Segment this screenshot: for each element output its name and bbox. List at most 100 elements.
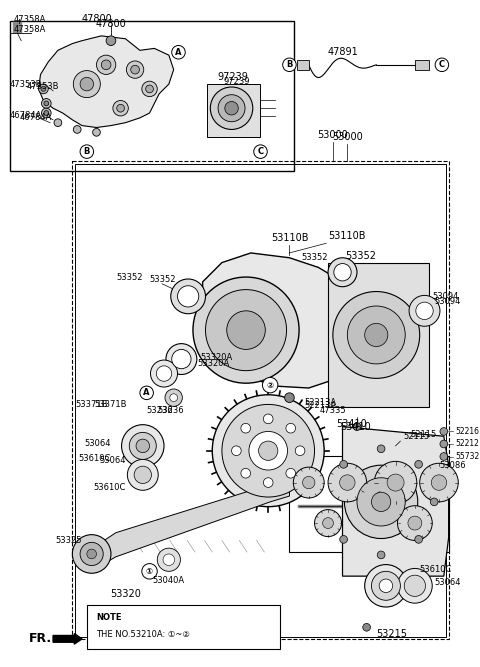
Bar [10,21,294,171]
Circle shape [353,423,361,430]
Text: 53371B: 53371B [95,400,127,409]
Text: 53325: 53325 [56,536,82,545]
Text: 53236: 53236 [146,406,172,415]
Circle shape [408,516,422,530]
Circle shape [131,65,139,74]
Circle shape [41,108,51,118]
Bar [415,60,429,69]
Circle shape [363,624,371,631]
Circle shape [231,446,241,456]
Text: 52213A: 52213A [304,398,336,407]
Circle shape [72,535,111,573]
Text: 53236: 53236 [157,406,184,415]
Circle shape [440,453,448,460]
Circle shape [293,467,324,498]
Circle shape [44,101,49,106]
Text: 53320: 53320 [110,588,141,598]
Circle shape [340,536,348,543]
Circle shape [340,475,355,490]
Circle shape [170,394,178,402]
Circle shape [218,95,245,121]
Circle shape [126,61,144,78]
Text: B: B [84,147,90,156]
Circle shape [377,445,385,453]
Text: 46784A: 46784A [10,111,42,121]
Text: 52213A: 52213A [304,401,336,410]
Circle shape [172,45,185,59]
Text: 47358A: 47358A [13,25,46,34]
Circle shape [285,393,294,402]
Circle shape [172,350,191,369]
Circle shape [136,439,150,453]
Circle shape [227,311,265,350]
Text: 53064: 53064 [434,578,461,588]
Circle shape [193,277,299,383]
Circle shape [113,101,128,116]
Text: 53094: 53094 [434,297,460,305]
Circle shape [334,263,351,281]
Circle shape [212,395,324,507]
Circle shape [142,564,157,579]
Circle shape [178,285,199,307]
Circle shape [80,145,94,158]
Text: 53000: 53000 [317,130,348,140]
Text: 53215: 53215 [376,629,407,639]
Circle shape [101,60,111,69]
Circle shape [397,568,432,603]
Bar [207,84,261,137]
Text: C: C [257,147,264,156]
Circle shape [283,58,296,71]
Circle shape [146,85,154,93]
Circle shape [127,460,158,490]
Circle shape [430,498,438,506]
Circle shape [387,474,404,491]
Circle shape [435,58,449,71]
Circle shape [156,366,172,382]
Circle shape [348,306,405,364]
Text: 53410: 53410 [336,419,367,429]
Circle shape [142,81,157,97]
Text: 53320A: 53320A [201,353,233,362]
Text: 47800: 47800 [96,19,126,29]
Circle shape [41,87,46,91]
Circle shape [372,572,400,600]
FancyArrow shape [53,634,82,644]
Circle shape [225,101,238,115]
Polygon shape [85,482,289,564]
Circle shape [416,302,433,319]
Circle shape [333,291,420,378]
Polygon shape [203,253,367,388]
Circle shape [166,344,197,374]
Bar [87,605,280,648]
Circle shape [157,548,180,572]
Circle shape [117,104,124,112]
Circle shape [254,145,267,158]
Text: B: B [286,60,293,69]
Text: A: A [175,48,182,57]
Polygon shape [343,427,449,576]
Circle shape [431,475,447,490]
Circle shape [323,518,334,528]
Text: 53064: 53064 [84,438,111,448]
Text: 53320A: 53320A [198,360,230,368]
Circle shape [286,468,296,478]
Text: 47800: 47800 [81,15,112,25]
Circle shape [440,440,448,448]
Text: ②: ② [266,381,274,390]
Text: 53110B: 53110B [271,233,308,243]
Circle shape [80,77,94,91]
Circle shape [134,466,152,484]
Text: 52212: 52212 [456,440,479,448]
Circle shape [357,478,405,526]
Circle shape [365,323,388,347]
Circle shape [295,446,305,456]
Text: 53371B: 53371B [75,400,108,409]
Text: 47353B: 47353B [10,79,42,89]
Text: 53410: 53410 [341,422,372,432]
Circle shape [151,360,178,387]
Circle shape [365,564,407,607]
Text: 53040A: 53040A [153,576,185,586]
Circle shape [241,424,251,433]
Text: NOTE: NOTE [96,613,122,622]
Text: 53352: 53352 [301,253,328,262]
